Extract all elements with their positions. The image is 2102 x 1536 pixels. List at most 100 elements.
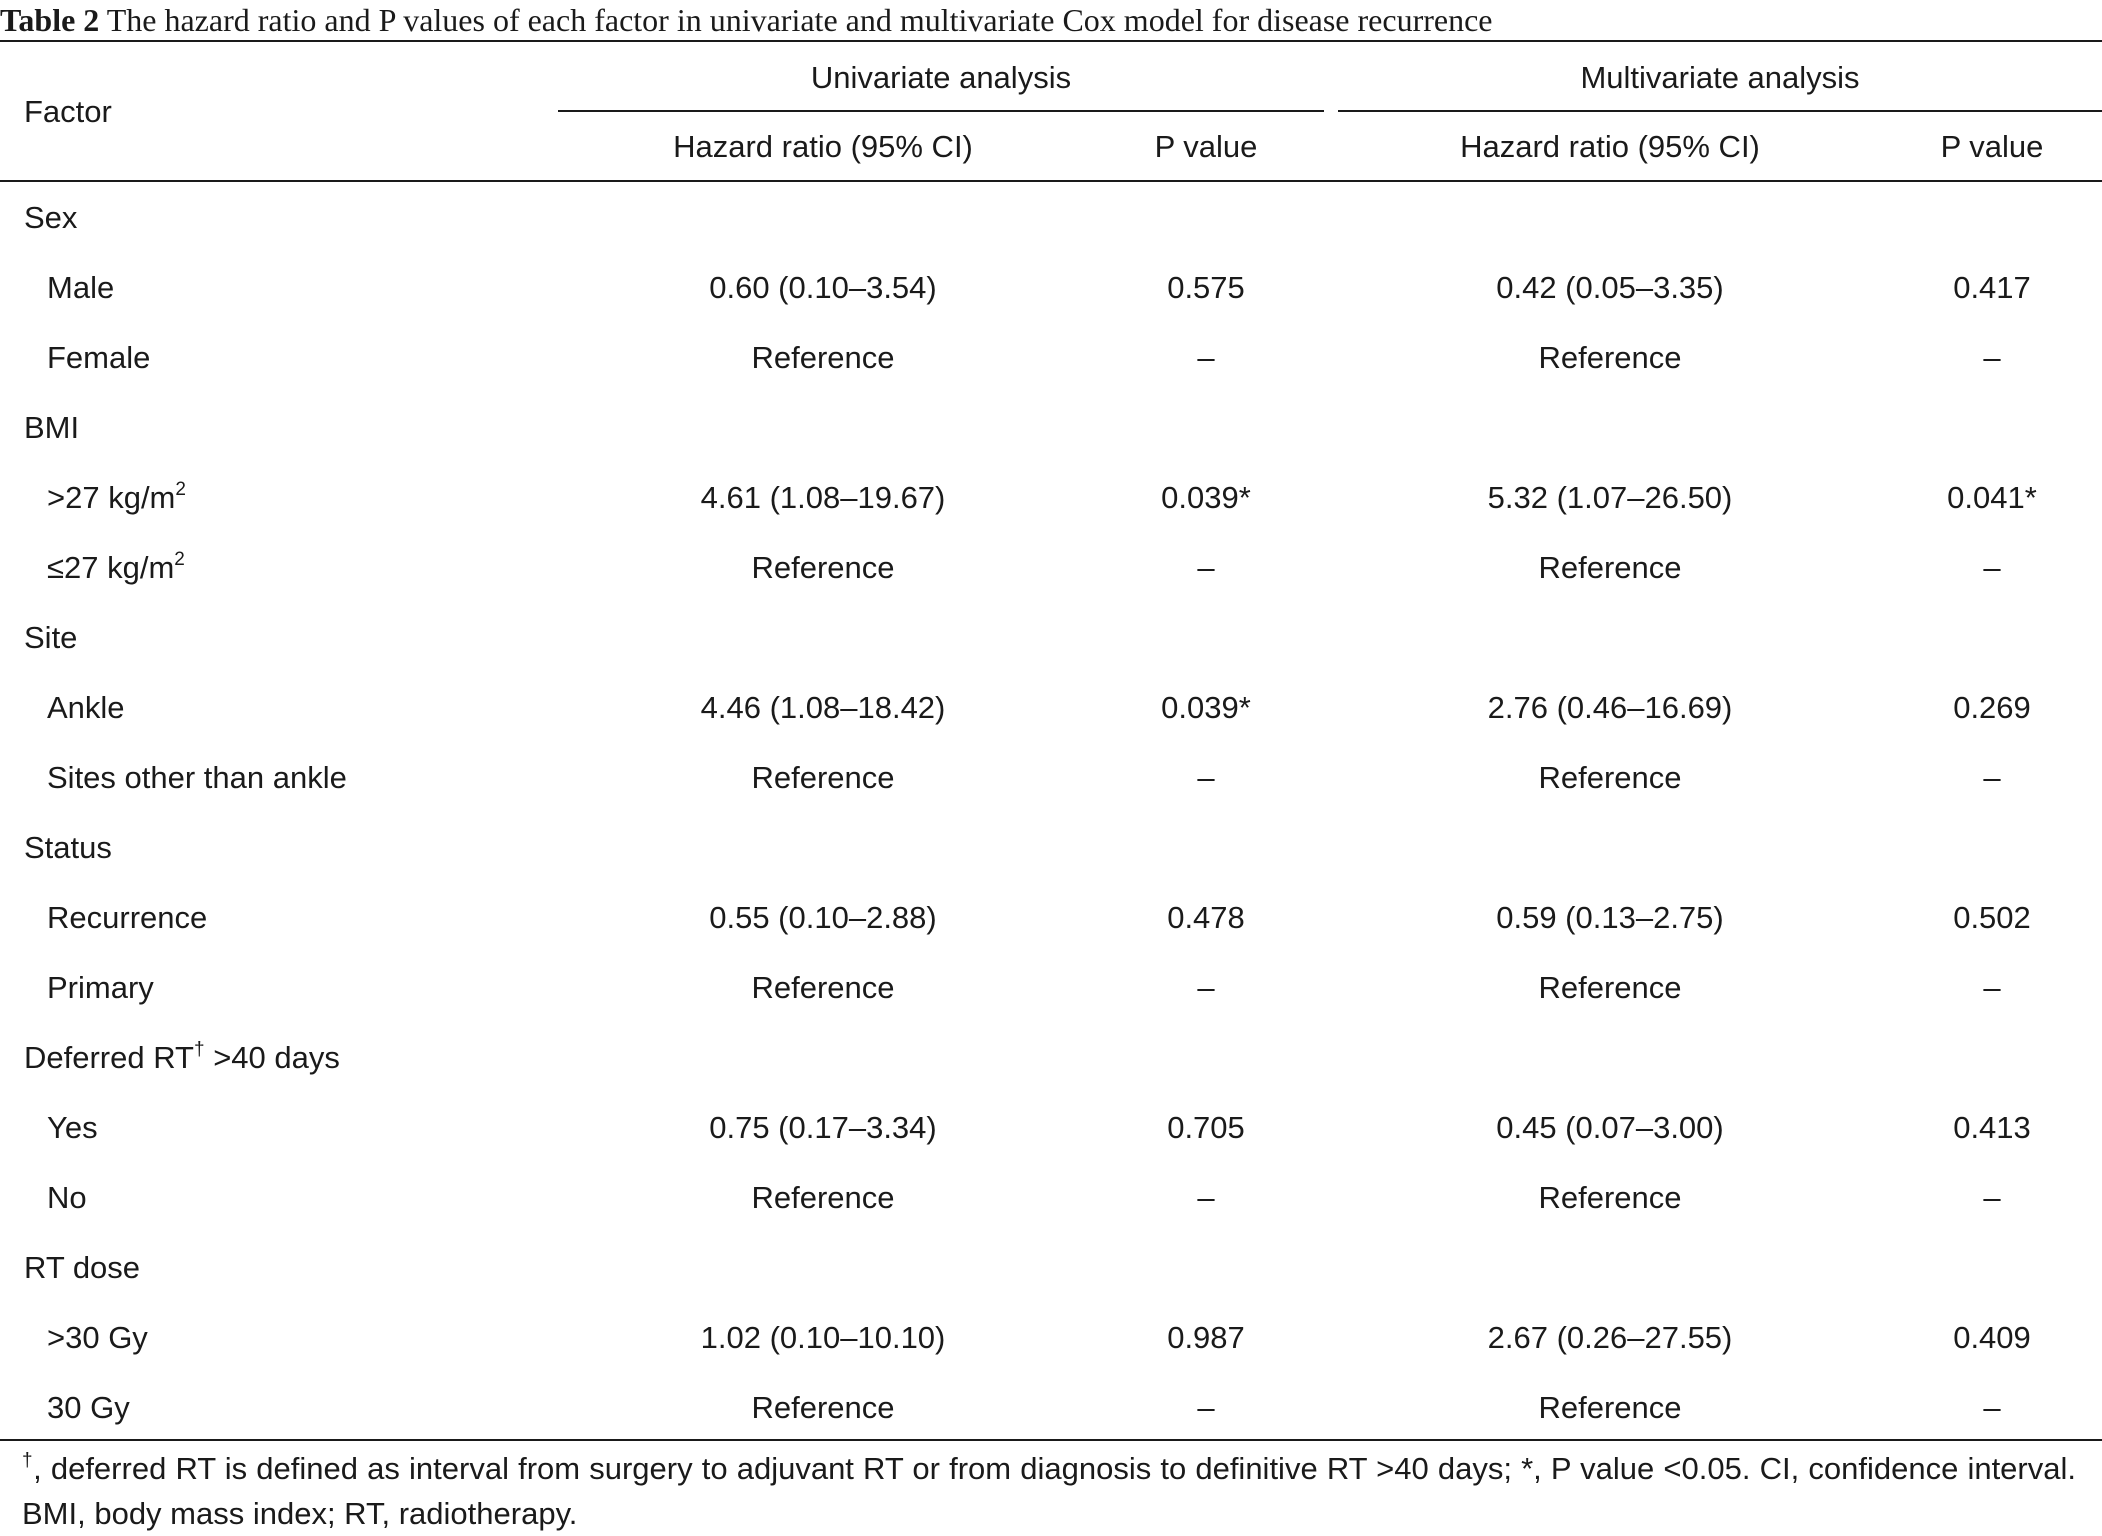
cell-multi-p-value: 0.409 bbox=[1953, 1320, 2031, 1355]
header-multi-hazard-ratio: Hazard ratio (95% CI) bbox=[1460, 129, 1760, 164]
factor-text: Sites other than ankle bbox=[47, 760, 347, 795]
cell-uni-hazard-ratio: 4.61 (1.08–19.67) bbox=[700, 480, 946, 515]
cell-multi-p-value: – bbox=[1983, 1180, 2001, 1215]
table-top-rule bbox=[0, 40, 2102, 42]
cell-uni-hazard-ratio: Reference bbox=[751, 550, 895, 585]
cell-uni-p-value: 0.987 bbox=[1167, 1320, 1245, 1355]
cell-multi-p-value: 0.413 bbox=[1953, 1110, 2031, 1145]
multivariate-span-rule bbox=[1338, 110, 2102, 112]
factor-text: >30 Gy bbox=[47, 1320, 148, 1355]
cell-multi-p-value: 0.041* bbox=[1947, 480, 2037, 515]
factor-text: No bbox=[47, 1180, 87, 1215]
factor-label: Yes bbox=[47, 1108, 98, 1148]
cell-uni-p-value: 0.575 bbox=[1167, 270, 1245, 305]
factor-tail-text: >40 days bbox=[204, 1040, 340, 1075]
factor-label: Ankle bbox=[47, 688, 125, 728]
factor-label: No bbox=[47, 1178, 87, 1218]
factor-text: RT dose bbox=[24, 1250, 141, 1285]
cell-uni-hazard-ratio: 4.46 (1.08–18.42) bbox=[700, 690, 946, 725]
header-multi-p-value: P value bbox=[1940, 129, 2044, 164]
cell-uni-hazard-ratio: Reference bbox=[751, 1180, 895, 1215]
cell-uni-hazard-ratio: 0.75 (0.17–3.34) bbox=[709, 1110, 937, 1145]
cell-multi-p-value: – bbox=[1983, 340, 2001, 375]
factor-label: >30 Gy bbox=[47, 1318, 148, 1358]
table-bottom-rule bbox=[0, 1439, 2102, 1441]
cell-uni-p-value: 0.705 bbox=[1167, 1110, 1245, 1145]
cell-multi-p-value: – bbox=[1983, 1390, 2001, 1425]
header-uni-hazard-ratio: Hazard ratio (95% CI) bbox=[673, 129, 973, 164]
cell-uni-p-value: 0.039* bbox=[1161, 480, 1251, 515]
factor-superscript: † bbox=[194, 1038, 205, 1060]
cell-uni-hazard-ratio: Reference bbox=[751, 340, 895, 375]
cell-multi-p-value: 0.269 bbox=[1953, 690, 2031, 725]
cell-multi-hazard-ratio: Reference bbox=[1538, 760, 1682, 795]
factor-label: 30 Gy bbox=[47, 1388, 130, 1428]
cell-multi-hazard-ratio: Reference bbox=[1538, 1390, 1682, 1425]
cell-uni-p-value: – bbox=[1197, 550, 1215, 585]
cell-multi-p-value: 0.502 bbox=[1953, 900, 2031, 935]
group-label: RT dose bbox=[24, 1248, 140, 1288]
factor-superscript: 2 bbox=[175, 478, 186, 500]
header-univariate: Univariate analysis bbox=[810, 60, 1072, 95]
cell-multi-hazard-ratio: 5.32 (1.07–26.50) bbox=[1487, 480, 1733, 515]
cell-multi-hazard-ratio: 2.67 (0.26–27.55) bbox=[1487, 1320, 1733, 1355]
cell-uni-p-value: – bbox=[1197, 340, 1215, 375]
table-footnote: †, deferred RT is defined as interval fr… bbox=[22, 1446, 2076, 1536]
factor-superscript: 2 bbox=[174, 548, 185, 570]
factor-label: Recurrence bbox=[47, 898, 207, 938]
cell-multi-p-value: – bbox=[1983, 970, 2001, 1005]
factor-text: Sex bbox=[24, 200, 78, 235]
header-factor: Factor bbox=[24, 94, 112, 129]
factor-label: Sites other than ankle bbox=[47, 758, 347, 798]
cell-multi-hazard-ratio: 0.45 (0.07–3.00) bbox=[1496, 1110, 1724, 1145]
factor-text: >27 kg/m bbox=[47, 480, 176, 515]
factor-label: Male bbox=[47, 268, 114, 308]
group-label: Status bbox=[24, 828, 112, 868]
univariate-span-rule bbox=[558, 110, 1324, 112]
group-label: Sex bbox=[24, 198, 77, 238]
cell-uni-hazard-ratio: 0.55 (0.10–2.88) bbox=[709, 900, 937, 935]
cell-uni-p-value: – bbox=[1197, 1390, 1215, 1425]
factor-text: 30 Gy bbox=[47, 1390, 130, 1425]
cell-uni-hazard-ratio: Reference bbox=[751, 760, 895, 795]
footnote-dagger-mark: † bbox=[22, 1449, 34, 1471]
cell-uni-hazard-ratio: Reference bbox=[751, 1390, 895, 1425]
factor-label: >27 kg/m2 bbox=[47, 478, 186, 518]
cell-multi-hazard-ratio: Reference bbox=[1538, 340, 1682, 375]
factor-text: Male bbox=[47, 270, 115, 305]
factor-text: Primary bbox=[47, 970, 154, 1005]
factor-text: ≤27 kg/m bbox=[47, 550, 175, 585]
factor-text: Status bbox=[24, 830, 112, 865]
cell-multi-p-value: – bbox=[1983, 550, 2001, 585]
factor-label: Female bbox=[47, 338, 150, 378]
cell-uni-p-value: 0.039* bbox=[1161, 690, 1251, 725]
factor-text: Yes bbox=[47, 1110, 98, 1145]
cell-multi-hazard-ratio: 0.42 (0.05–3.35) bbox=[1496, 270, 1724, 305]
factor-text: Female bbox=[47, 340, 151, 375]
cell-uni-hazard-ratio: 0.60 (0.10–3.54) bbox=[709, 270, 937, 305]
group-label: Site bbox=[24, 618, 77, 658]
factor-text: Site bbox=[24, 620, 78, 655]
factor-text: Deferred RT bbox=[24, 1040, 194, 1075]
cell-multi-hazard-ratio: Reference bbox=[1538, 1180, 1682, 1215]
header-bottom-rule bbox=[0, 180, 2102, 182]
cell-uni-hazard-ratio: 1.02 (0.10–10.10) bbox=[700, 1320, 946, 1355]
factor-text: Recurrence bbox=[47, 900, 208, 935]
factor-label: Primary bbox=[47, 968, 154, 1008]
cell-uni-p-value: 0.478 bbox=[1167, 900, 1245, 935]
caption-label: Table 2 bbox=[0, 2, 100, 38]
header-uni-p-value: P value bbox=[1154, 129, 1258, 164]
table-caption: Table 2 The hazard ratio and P values of… bbox=[0, 0, 2102, 40]
group-label: Deferred RT† >40 days bbox=[24, 1038, 340, 1078]
cell-uni-p-value: – bbox=[1197, 1180, 1215, 1215]
cell-multi-hazard-ratio: 0.59 (0.13–2.75) bbox=[1496, 900, 1724, 935]
cell-uni-p-value: – bbox=[1197, 760, 1215, 795]
group-label: BMI bbox=[24, 408, 79, 448]
cell-uni-p-value: – bbox=[1197, 970, 1215, 1005]
cell-uni-hazard-ratio: Reference bbox=[751, 970, 895, 1005]
factor-label: ≤27 kg/m2 bbox=[47, 548, 185, 588]
header-multivariate: Multivariate analysis bbox=[1580, 60, 1860, 95]
cell-multi-p-value: – bbox=[1983, 760, 2001, 795]
factor-text: Ankle bbox=[47, 690, 125, 725]
